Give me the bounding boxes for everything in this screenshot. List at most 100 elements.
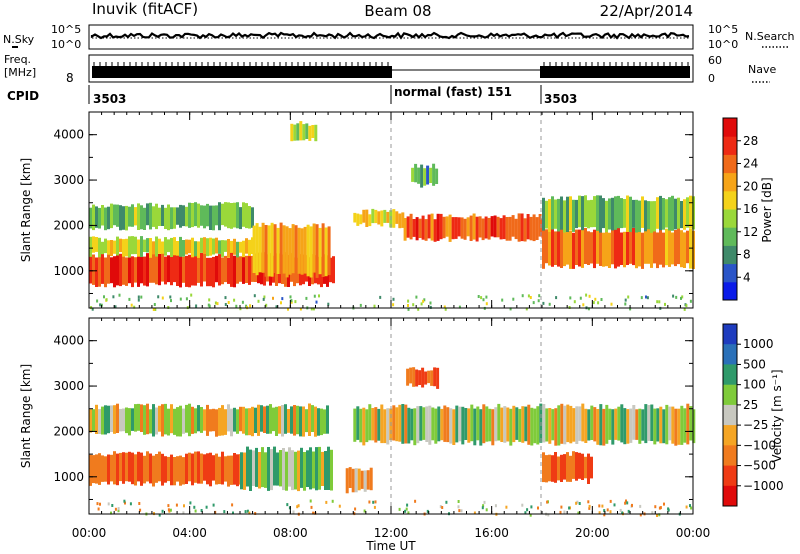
echo-cell bbox=[572, 408, 576, 442]
scatter-dot bbox=[406, 503, 409, 507]
echo-cell bbox=[578, 229, 581, 267]
echo-cell bbox=[365, 209, 369, 227]
scatter-dot bbox=[290, 300, 293, 304]
echo-cell bbox=[424, 371, 428, 385]
colorbar-cell bbox=[723, 209, 737, 228]
scatter-dot bbox=[207, 303, 210, 307]
echo-cell bbox=[356, 213, 360, 226]
echo-cell bbox=[312, 223, 316, 273]
noise-left-legend-line bbox=[12, 46, 18, 48]
echo-cell bbox=[436, 367, 440, 389]
echo-band bbox=[89, 451, 242, 487]
echo-cell bbox=[197, 253, 200, 283]
echo-cell bbox=[308, 403, 311, 436]
echo-cell bbox=[302, 124, 306, 141]
echo-cell bbox=[303, 226, 307, 274]
echo-cell bbox=[249, 449, 252, 491]
echo-cell bbox=[440, 408, 444, 441]
echo-cell bbox=[626, 195, 629, 232]
echo-cell bbox=[668, 230, 671, 267]
echo-cell bbox=[273, 446, 276, 486]
echo-cell bbox=[641, 196, 644, 228]
echo-cell bbox=[683, 232, 686, 268]
echo-cell bbox=[200, 205, 203, 226]
echo-cell bbox=[581, 230, 584, 268]
scatter-dot bbox=[96, 502, 99, 506]
scatter-dot bbox=[588, 504, 591, 508]
echo-cell bbox=[362, 407, 366, 446]
cpid-segment-2: normal (fast) 151 bbox=[394, 85, 512, 99]
scatter-dot bbox=[501, 298, 504, 302]
scatter-dot bbox=[415, 295, 418, 299]
scatter-dot bbox=[407, 307, 410, 311]
scatter-dot bbox=[338, 504, 341, 508]
echo-cell bbox=[424, 219, 428, 241]
colorbar-tick-label: 16 bbox=[743, 202, 758, 216]
scatter-dot bbox=[563, 510, 566, 514]
echo-cell bbox=[296, 123, 300, 141]
echo-cell bbox=[569, 405, 573, 444]
echo-cell bbox=[363, 470, 367, 492]
echo-cell bbox=[227, 202, 230, 229]
echo-cell bbox=[452, 409, 456, 445]
echo-cell bbox=[128, 236, 131, 258]
echo-cell bbox=[110, 405, 113, 432]
echo-cell bbox=[246, 446, 249, 487]
scatter-dot bbox=[559, 510, 562, 514]
echo-cell bbox=[203, 409, 206, 431]
echo-cell bbox=[526, 214, 530, 240]
echo-cell bbox=[230, 408, 233, 437]
echo-cell bbox=[418, 370, 422, 385]
scatter-dot bbox=[398, 507, 401, 511]
echo-cell bbox=[173, 457, 176, 486]
echo-cell bbox=[605, 228, 608, 267]
echo-cell bbox=[293, 405, 296, 436]
scatter-dot bbox=[664, 302, 666, 306]
echo-cell bbox=[517, 213, 521, 242]
echo-cell bbox=[590, 232, 593, 264]
echo-cell bbox=[179, 405, 182, 437]
echo-cell bbox=[122, 408, 125, 432]
echo-cell bbox=[248, 239, 251, 257]
echo-cell bbox=[248, 252, 251, 285]
echo-band bbox=[89, 403, 329, 437]
echo-cell bbox=[587, 231, 590, 265]
echo-cell bbox=[692, 409, 696, 444]
echo-cell bbox=[221, 240, 224, 257]
scatter-dot bbox=[639, 504, 642, 508]
echo-band bbox=[411, 163, 439, 188]
echo-cell bbox=[255, 223, 259, 276]
echo-cell bbox=[245, 255, 248, 283]
scatter-dot bbox=[99, 303, 102, 307]
echo-cell bbox=[351, 468, 355, 493]
echo-cell bbox=[677, 227, 680, 265]
scatter-dot bbox=[441, 506, 444, 509]
echo-cell bbox=[371, 408, 375, 441]
echo-cell bbox=[215, 255, 218, 283]
echo-cell bbox=[194, 202, 197, 227]
scatter-dot bbox=[167, 508, 170, 512]
echo-cell bbox=[321, 451, 324, 486]
echo-cell bbox=[116, 254, 119, 286]
scatter-dot bbox=[624, 501, 627, 505]
echo-cell bbox=[515, 407, 519, 440]
echo-cell bbox=[491, 409, 495, 446]
scatter-dot bbox=[526, 508, 529, 512]
echo-cell bbox=[288, 447, 291, 487]
scatter-dot bbox=[248, 511, 251, 515]
scatter-dot bbox=[235, 304, 238, 308]
echo-cell bbox=[500, 407, 504, 442]
echo-cell bbox=[164, 256, 167, 285]
echo-cell bbox=[406, 216, 410, 238]
scatter-dot bbox=[179, 297, 182, 301]
scatter-dot bbox=[275, 305, 278, 309]
echo-cell bbox=[623, 231, 626, 268]
echo-cell bbox=[409, 213, 413, 240]
scatter-dot bbox=[683, 307, 686, 311]
scatter-dot bbox=[110, 511, 112, 515]
echo-cell bbox=[146, 403, 149, 435]
echo-cell bbox=[176, 207, 179, 225]
scatter-dot bbox=[272, 296, 274, 300]
echo-cell bbox=[557, 405, 561, 446]
echo-cell bbox=[242, 257, 245, 284]
